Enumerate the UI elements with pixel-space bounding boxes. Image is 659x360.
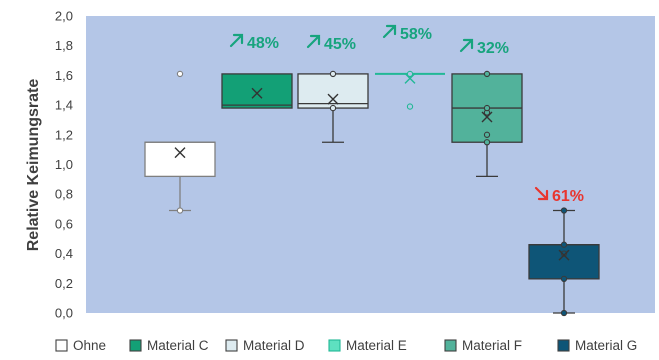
change-value: 61% (552, 188, 584, 205)
legend-item-material-c: Material C (129, 338, 209, 353)
y-axis-label: Relative Keimungsrate (25, 79, 42, 252)
legend-label: Material C (147, 338, 209, 353)
box (297, 73, 369, 109)
change-label-material-g: 61% (534, 186, 584, 205)
box-material-d (297, 70, 369, 143)
box-material-c (221, 73, 293, 109)
y-tick-label: 0,8 (55, 187, 73, 202)
change-value: 48% (247, 35, 279, 52)
boxplots (144, 70, 600, 317)
box (144, 141, 216, 178)
arrow-down-icon (534, 186, 549, 201)
mean-marker (558, 249, 570, 261)
legend-label: Material G (575, 338, 637, 353)
box-material-g (528, 207, 600, 317)
mean-marker (327, 93, 339, 105)
change-label-material-e: 58% (382, 24, 432, 43)
mean-marker (404, 72, 416, 84)
legend: Ohne Material C Material D Material E Materi… (55, 338, 637, 353)
y-tick-label: 0,2 (55, 276, 73, 291)
data-point (560, 207, 568, 214)
data-point (483, 104, 491, 112)
box-ohne (144, 70, 216, 214)
legend-label: Material D (243, 338, 305, 353)
legend-item-material-f: Material F (444, 338, 522, 353)
legend-swatch (328, 339, 341, 352)
change-value: 32% (477, 40, 509, 57)
box-material-f (451, 70, 523, 178)
box-material-e (375, 70, 445, 110)
data-point (560, 309, 568, 317)
legend-swatch (557, 339, 570, 352)
legend-label: Material E (346, 338, 407, 353)
box (528, 244, 600, 280)
mean-marker (174, 147, 186, 159)
y-tick-label: 0,4 (55, 246, 73, 261)
legend-item-material-d: Material D (225, 338, 305, 353)
data-point (560, 275, 568, 282)
change-labels: 48% 45% 58% 32% 61% (229, 24, 584, 205)
legend-item-ohne: Ohne (55, 338, 106, 353)
mean-marker (481, 111, 493, 123)
y-axis-ticks: 0,0 0,2 0,4 0,6 0,8 1,0 1,2 1,4 1,6 1,8 2,0 (55, 9, 73, 321)
legend-item-material-g: Material G (557, 338, 637, 353)
legend-swatch (444, 339, 457, 352)
data-point (329, 104, 337, 112)
change-label-material-d: 45% (306, 34, 356, 53)
legend-swatch (129, 339, 142, 352)
arrow-up-icon (382, 24, 397, 39)
data-point (176, 207, 184, 214)
arrow-up-icon (306, 34, 321, 49)
data-point (406, 103, 414, 110)
legend-label: Ohne (73, 338, 106, 353)
legend-swatch (225, 339, 238, 352)
arrow-up-icon (459, 38, 474, 53)
y-tick-label: 1,0 (55, 157, 73, 172)
y-tick-label: 2,0 (55, 9, 73, 24)
y-tick-label: 0,6 (55, 216, 73, 231)
data-point (483, 131, 491, 138)
data-point (406, 70, 414, 78)
legend-label: Material F (462, 338, 522, 353)
change-value: 58% (400, 26, 432, 43)
legend-swatch (55, 339, 68, 352)
data-point (176, 70, 184, 78)
arrow-up-icon (229, 33, 244, 48)
y-tick-label: 1,2 (55, 127, 73, 142)
y-tick-label: 1,6 (55, 68, 73, 83)
y-tick-label: 1,4 (55, 98, 73, 113)
data-point (560, 241, 568, 248)
y-tick-label: 1,8 (55, 38, 73, 53)
data-point (329, 70, 337, 78)
mean-marker (251, 87, 263, 99)
legend-item-material-e: Material E (328, 338, 407, 353)
change-label-material-c: 48% (229, 33, 279, 52)
data-point (483, 70, 491, 78)
change-label-material-f: 32% (459, 38, 509, 57)
data-point (483, 139, 491, 146)
change-value: 45% (324, 36, 356, 53)
data-point (560, 250, 568, 257)
y-tick-label: 0,0 (55, 306, 73, 321)
box (221, 73, 293, 109)
